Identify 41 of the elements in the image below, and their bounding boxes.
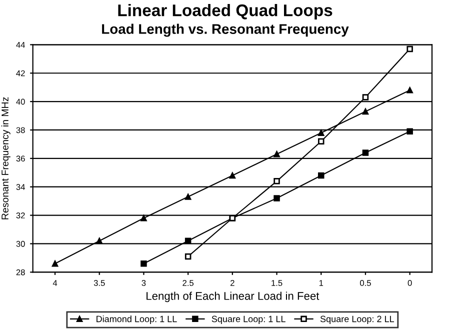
- chart-subtitle: Load Length vs. Resonant Frequency: [102, 24, 349, 37]
- x-tick-label: 3: [142, 280, 146, 286]
- x-tick-label: 1.5: [272, 280, 282, 286]
- y-tick-label: 36: [16, 156, 25, 162]
- point: [184, 194, 192, 200]
- y-tick-label: 44: [16, 42, 25, 48]
- y-tick-label: 42: [16, 70, 25, 76]
- point: [140, 260, 147, 267]
- point: [184, 253, 192, 260]
- point: [229, 172, 236, 179]
- point: [274, 178, 280, 184]
- x-tick-label: 2.5: [182, 280, 194, 286]
- point: [362, 94, 369, 100]
- legend-label: Square Loop: 1 LL: [212, 316, 286, 324]
- legend-label: Diamond Loop: 1 LL: [96, 316, 177, 324]
- point: [274, 195, 280, 202]
- x-axis-title: Length of Each Linear Load in Feet: [146, 292, 320, 302]
- point: [406, 46, 413, 52]
- x-tick-label: 3.5: [94, 280, 105, 286]
- y-tick-label: 40: [16, 98, 25, 105]
- point: [96, 238, 102, 244]
- point: [362, 150, 369, 156]
- legend-label: Square Loop: 2 LL: [320, 316, 394, 324]
- y-tick-label: 38: [16, 127, 25, 134]
- y-tick-label: 28: [16, 269, 25, 276]
- x-tick-label: 4: [52, 280, 58, 286]
- x-tick-label: 0.5: [360, 280, 371, 286]
- point: [362, 108, 369, 115]
- point: [318, 138, 324, 144]
- point: [406, 128, 413, 135]
- point: [318, 172, 324, 179]
- y-tick-label: 34: [16, 184, 25, 190]
- point: [184, 238, 192, 244]
- x-tick-label: 1: [319, 280, 324, 286]
- y-tick-label: 32: [16, 212, 25, 218]
- x-tick-label: 0: [408, 280, 412, 286]
- point: [52, 260, 58, 267]
- y-axis-title: Resonant Frequency in MHz: [1, 97, 10, 220]
- y-tick-label: 30: [16, 240, 25, 247]
- chart-title: Linear Loaded Quad Loops: [118, 4, 332, 20]
- x-tick-label: 2: [230, 280, 234, 286]
